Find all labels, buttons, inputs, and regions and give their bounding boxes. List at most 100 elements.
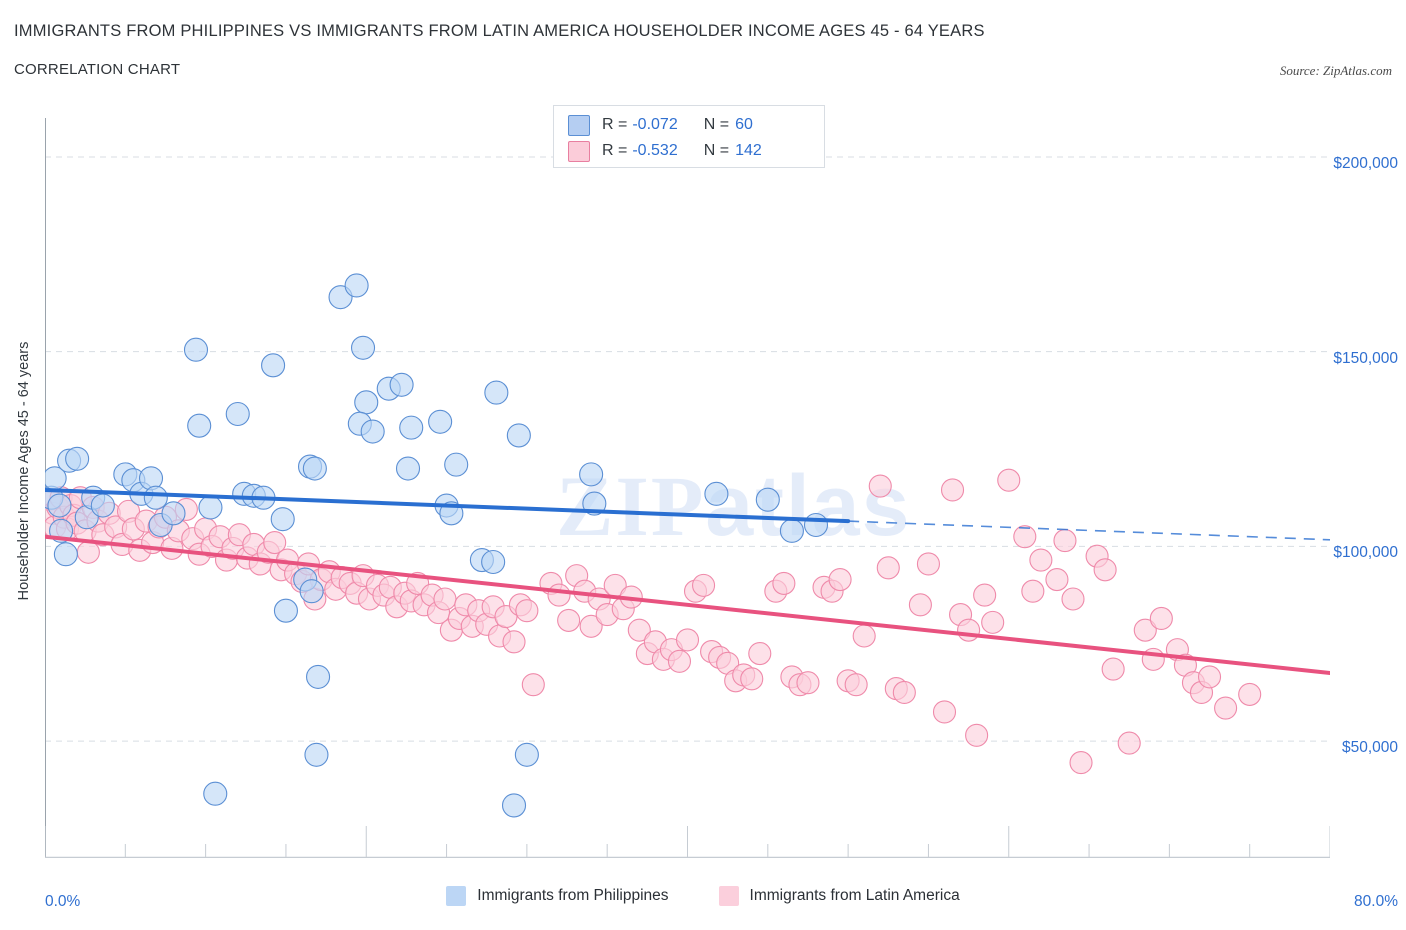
- data-point: [1053, 529, 1077, 553]
- data-point: [354, 390, 379, 415]
- data-point: [1045, 567, 1069, 592]
- data-point: [47, 493, 72, 518]
- data-point: [502, 630, 526, 654]
- legend-swatch-philippines-icon: [446, 886, 467, 906]
- data-point: [779, 518, 804, 543]
- data-point: [981, 610, 1005, 634]
- data-point: [557, 608, 581, 632]
- data-point: [261, 353, 286, 378]
- stat-row-latin-america: R = -0.532 N = 142: [568, 138, 814, 164]
- x-axis-max-label: 80.0%: [1354, 893, 1398, 910]
- data-point: [704, 481, 729, 506]
- data-point: [796, 671, 820, 695]
- legend-item-latin-america[interactable]: Immigrants from Latin America: [718, 886, 960, 906]
- data-point: [306, 664, 331, 689]
- data-point: [501, 793, 527, 818]
- data-point: [521, 673, 545, 697]
- series-immigrants-from-philippines: [45, 273, 829, 818]
- x-axis-min-label: 0.0%: [45, 893, 81, 910]
- data-point: [892, 680, 916, 705]
- data-point: [844, 673, 868, 697]
- trend-line: [45, 534, 1330, 675]
- data-point: [916, 552, 940, 576]
- data-point: [1149, 606, 1173, 631]
- data-point: [1117, 731, 1141, 755]
- data-point: [579, 614, 603, 638]
- blue-series-swatch-icon: [568, 114, 590, 136]
- data-point: [965, 723, 989, 747]
- y-axis-tick-label: $200,000: [1333, 154, 1398, 172]
- data-point: [627, 618, 651, 642]
- data-point: [53, 542, 78, 567]
- stat-row-philippines: R = -0.072 N = 60: [568, 112, 814, 138]
- page-subtitle: CORRELATION CHART: [14, 61, 181, 78]
- data-point: [395, 456, 421, 481]
- data-point: [692, 573, 716, 597]
- data-point: [484, 380, 509, 405]
- data-point: [203, 781, 228, 806]
- pink-r-value: -0.532: [632, 142, 678, 159]
- source-attribution: Source: ZipAtlas.com: [1279, 63, 1392, 78]
- data-point: [350, 335, 376, 360]
- data-point: [1101, 657, 1125, 681]
- data-point: [399, 415, 424, 440]
- data-point: [876, 556, 900, 580]
- data-point: [940, 478, 965, 502]
- y-axis-tick-label: $100,000: [1333, 544, 1398, 562]
- pink-r-label: R =: [602, 142, 628, 159]
- data-point: [997, 468, 1021, 492]
- pink-n-value: 142: [735, 142, 762, 159]
- data-point: [772, 571, 796, 595]
- data-point: [90, 493, 115, 518]
- legend-label-latin-america: Immigrants from Latin America: [749, 887, 960, 904]
- legend-label-philippines: Immigrants from Philippines: [477, 887, 669, 904]
- data-point: [828, 567, 852, 592]
- data-point: [748, 641, 772, 666]
- data-point: [506, 423, 531, 448]
- data-point: [304, 742, 329, 767]
- data-point: [803, 512, 829, 538]
- data-point: [973, 583, 997, 607]
- data-point: [740, 667, 764, 691]
- correlation-stats-box: R = -0.072 N = 60 R = -0.532 N = 142: [553, 105, 825, 168]
- data-point: [1069, 751, 1093, 775]
- data-point: [755, 487, 780, 512]
- data-point: [161, 501, 186, 526]
- data-point: [1133, 618, 1157, 642]
- data-point: [270, 507, 295, 532]
- legend-item-philippines[interactable]: Immigrants from Philippines: [446, 886, 669, 906]
- data-point: [1238, 682, 1262, 706]
- data-point: [1093, 558, 1117, 582]
- data-point: [187, 413, 212, 438]
- scatter-plot-area: [45, 118, 1330, 858]
- blue-r-value: -0.072: [632, 116, 678, 133]
- data-point: [183, 337, 209, 362]
- pink-series-swatch-icon: [568, 140, 590, 162]
- data-point: [389, 372, 414, 397]
- blue-n-value: 60: [735, 116, 753, 133]
- data-point: [299, 579, 324, 604]
- trend-line: [45, 487, 851, 524]
- data-point: [428, 409, 453, 434]
- data-point: [852, 624, 876, 648]
- blue-n-label: N =: [703, 116, 730, 133]
- data-point: [514, 742, 539, 767]
- data-point: [1013, 525, 1037, 549]
- data-point: [433, 587, 457, 611]
- data-point: [273, 598, 298, 623]
- data-point: [908, 593, 932, 617]
- data-point: [225, 401, 250, 427]
- data-point: [932, 700, 957, 724]
- data-point: [360, 419, 385, 444]
- data-point: [667, 649, 692, 673]
- plot-svg: [45, 118, 1330, 858]
- data-point: [1214, 696, 1238, 720]
- data-point: [76, 540, 100, 564]
- data-point: [1197, 665, 1222, 689]
- data-point: [868, 474, 892, 498]
- data-point: [1021, 579, 1045, 603]
- page-title: IMMIGRANTS FROM PHILIPPINES VS IMMIGRANT…: [14, 22, 985, 40]
- data-point: [344, 273, 369, 298]
- legend-swatch-latin-america-icon: [718, 886, 739, 906]
- data-point: [444, 452, 469, 477]
